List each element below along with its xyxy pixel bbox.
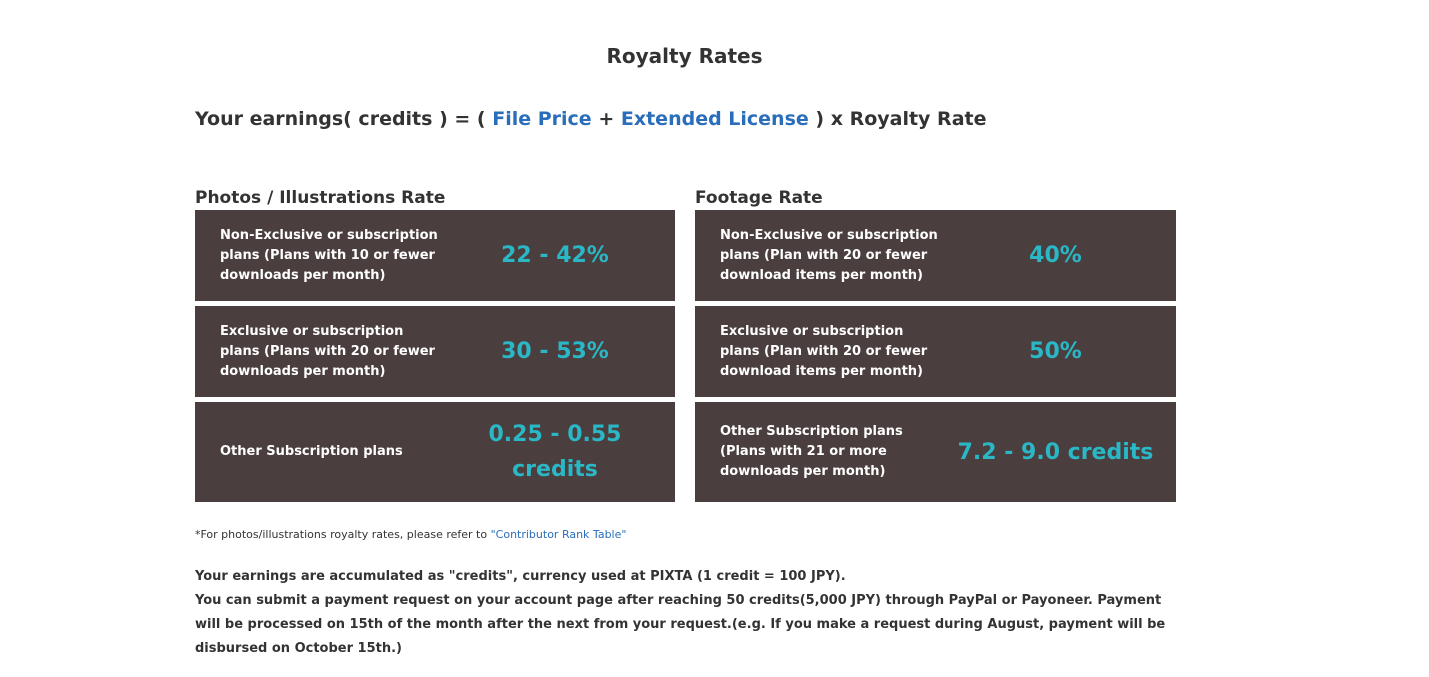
footnote-text: *For photos/illustrations royalty rates,… (195, 528, 488, 541)
formula-suffix: ) x Royalty Rate (815, 108, 987, 130)
photos-rate-title: Photos / Illustrations Rate (195, 188, 446, 208)
rate-description: Non-Exclusive or subscription plans (Pla… (720, 227, 938, 283)
contributor-rank-table-link[interactable]: "Contributor Rank Table" (490, 528, 627, 541)
rank-table-footnote: *For photos/illustrations royalty rates,… (195, 528, 626, 541)
rate-description: Other Subscription plans (Plans with 21 … (720, 424, 903, 479)
rate-value: 50% (1029, 339, 1082, 364)
rate-description: Non-Exclusive or subscription plans (Pla… (220, 227, 438, 283)
page-title: Royalty Rates (606, 44, 763, 68)
footage-rate-row: Exclusive or subscription plans (Plan wi… (695, 306, 1176, 397)
footage-rate-row: Other Subscription plans (Plans with 21 … (695, 402, 1176, 502)
photos-rate-row: Non-Exclusive or subscription plans (Pla… (195, 210, 675, 301)
rate-value: 0.25 - 0.55 credits (488, 422, 622, 482)
earnings-note-line: You can submit a payment request on your… (195, 593, 1166, 656)
rate-value: 7.2 - 9.0 credits (957, 439, 1154, 465)
photos-rate-row: Exclusive or subscription plans (Plans w… (195, 306, 675, 397)
rate-value: 22 - 42% (501, 243, 609, 268)
footage-rate-section: Footage Rate Non-Exclusive or subscripti… (695, 186, 1176, 507)
photos-rate-section: Photos / Illustrations Rate Non-Exclusiv… (195, 186, 675, 507)
photos-rate-row: Other Subscription plans 0.25 - 0.55 cre… (195, 402, 675, 502)
extended-license-link[interactable]: Extended License (620, 108, 809, 130)
earnings-note-line: Your earnings are accumulated as "credit… (195, 569, 846, 584)
footage-rate-row: Non-Exclusive or subscription plans (Pla… (695, 210, 1176, 301)
rate-description: Exclusive or subscription plans (Plan wi… (720, 323, 928, 379)
earnings-formula: Your earnings( credits ) = ( File Price … (195, 108, 986, 130)
formula-prefix: Your earnings( credits ) = ( (195, 108, 486, 130)
rate-value: 30 - 53% (501, 339, 609, 364)
rate-description: Exclusive or subscription plans (Plans w… (220, 323, 435, 379)
file-price-link[interactable]: File Price (492, 108, 592, 130)
footage-rate-title: Footage Rate (695, 188, 823, 208)
earnings-note: Your earnings are accumulated as "credit… (195, 565, 1185, 661)
formula-plus: + (598, 108, 615, 130)
rate-description: Other Subscription plans (220, 444, 403, 459)
rate-value: 40% (1029, 243, 1082, 268)
